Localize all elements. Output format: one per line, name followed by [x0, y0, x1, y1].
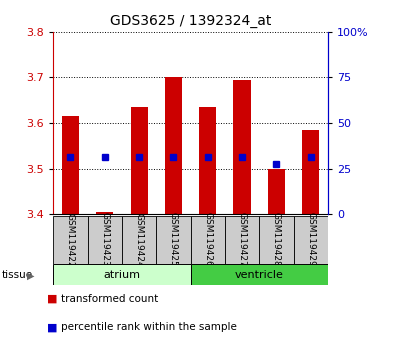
Bar — [199, 107, 216, 214]
Bar — [122, 216, 156, 264]
Bar — [156, 216, 190, 264]
Text: transformed count: transformed count — [61, 294, 158, 304]
Text: GSM119429: GSM119429 — [306, 212, 315, 267]
Text: ventricle: ventricle — [235, 270, 284, 280]
Bar — [88, 216, 122, 264]
Text: GSM119428: GSM119428 — [272, 212, 281, 267]
Title: GDS3625 / 1392324_at: GDS3625 / 1392324_at — [110, 14, 271, 28]
Bar — [96, 212, 113, 214]
Text: ■: ■ — [47, 322, 58, 332]
Text: GSM119422: GSM119422 — [66, 212, 75, 267]
Bar — [165, 78, 182, 214]
Text: percentile rank within the sample: percentile rank within the sample — [61, 322, 237, 332]
Bar — [53, 264, 190, 285]
Bar — [53, 216, 88, 264]
Text: atrium: atrium — [103, 270, 141, 280]
Text: ■: ■ — [47, 294, 58, 304]
Bar — [190, 264, 328, 285]
Bar — [62, 116, 79, 214]
Text: ▶: ▶ — [27, 270, 34, 280]
Text: GSM119427: GSM119427 — [237, 212, 246, 267]
Text: GSM119423: GSM119423 — [100, 212, 109, 267]
Bar — [225, 216, 259, 264]
Bar — [259, 216, 293, 264]
Bar — [130, 107, 148, 214]
Bar — [233, 80, 251, 214]
Bar — [293, 216, 328, 264]
Bar — [302, 130, 319, 214]
Text: GSM119426: GSM119426 — [203, 212, 212, 267]
Text: tissue: tissue — [2, 270, 33, 280]
Bar — [268, 169, 285, 214]
Text: GSM119424: GSM119424 — [135, 212, 144, 267]
Text: GSM119425: GSM119425 — [169, 212, 178, 267]
Bar — [190, 216, 225, 264]
